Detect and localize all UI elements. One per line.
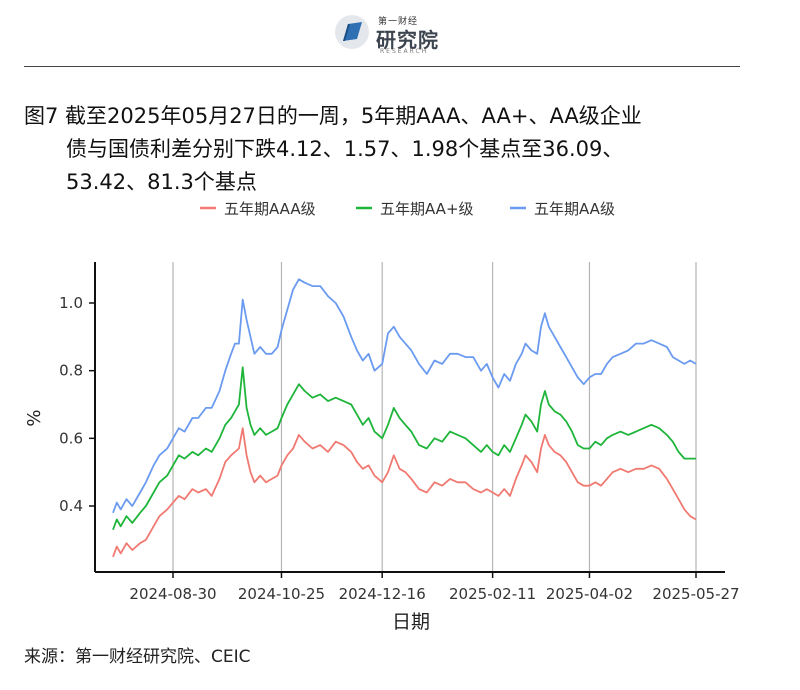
logo-small-text: 第一财经 — [378, 17, 419, 27]
figure-title: 图7 截至2025年05月27日的一周，5年期AAA、AA+、AA级企业 债与国… — [24, 100, 764, 199]
y-tick-label: 0.4 — [59, 497, 83, 515]
header-divider — [24, 66, 740, 67]
x-tick-label: 2024-08-30 — [129, 585, 216, 603]
chart-series — [112, 278, 697, 558]
x-tick-label: 2025-04-02 — [546, 585, 633, 603]
x-tick-label: 2025-02-11 — [449, 585, 536, 603]
y-tick-label: 0.6 — [59, 429, 83, 447]
chart-legend: 五年期AAA级 五年期AA+级 五年期AA级 — [200, 200, 615, 218]
chart-ticks: 2024-08-30 2024-10-25 2024-12-16 2025-02-11… — [59, 294, 739, 603]
x-axis-label: 日期 — [392, 611, 430, 633]
chart-grid — [172, 262, 697, 572]
logo-mark-icon — [335, 15, 369, 49]
legend-label: 五年期AA+级 — [380, 200, 474, 218]
y-tick-label: 1.0 — [59, 294, 83, 312]
series-line — [112, 427, 697, 558]
legend-label: 五年期AA级 — [534, 200, 615, 218]
title-line-1: 图7 截至2025年05月27日的一周，5年期AAA、AA+、AA级企业 — [24, 104, 642, 128]
title-line-2: 债与国债利差分别下跌4.12、1.57、1.98个基点至36.09、 — [66, 137, 624, 161]
chart-axes — [94, 262, 725, 573]
x-tick-label: 2024-10-25 — [238, 585, 325, 603]
brand-logo: 第一财经 研究院 RESEARCH — [330, 10, 480, 55]
logo-en-text: RESEARCH — [380, 48, 429, 55]
y-axis-label: % — [24, 409, 45, 426]
y-tick-label: 0.8 — [59, 362, 83, 380]
title-line-3: 53.42、81.3个基点 — [66, 170, 257, 194]
legend-label: 五年期AAA级 — [224, 200, 316, 218]
x-tick-label: 2025-05-27 — [652, 585, 739, 603]
x-tick-label: 2024-12-16 — [339, 585, 426, 603]
source-note: 来源：第一财经研究院、CEIC — [24, 647, 251, 667]
series-line — [112, 366, 696, 531]
line-chart: 五年期AAA级 五年期AA+级 五年期AA级 2024-08-30 2024-10-2… — [24, 200, 740, 633]
series-line — [112, 278, 697, 514]
logo-big-text: 研究院 — [376, 28, 439, 52]
